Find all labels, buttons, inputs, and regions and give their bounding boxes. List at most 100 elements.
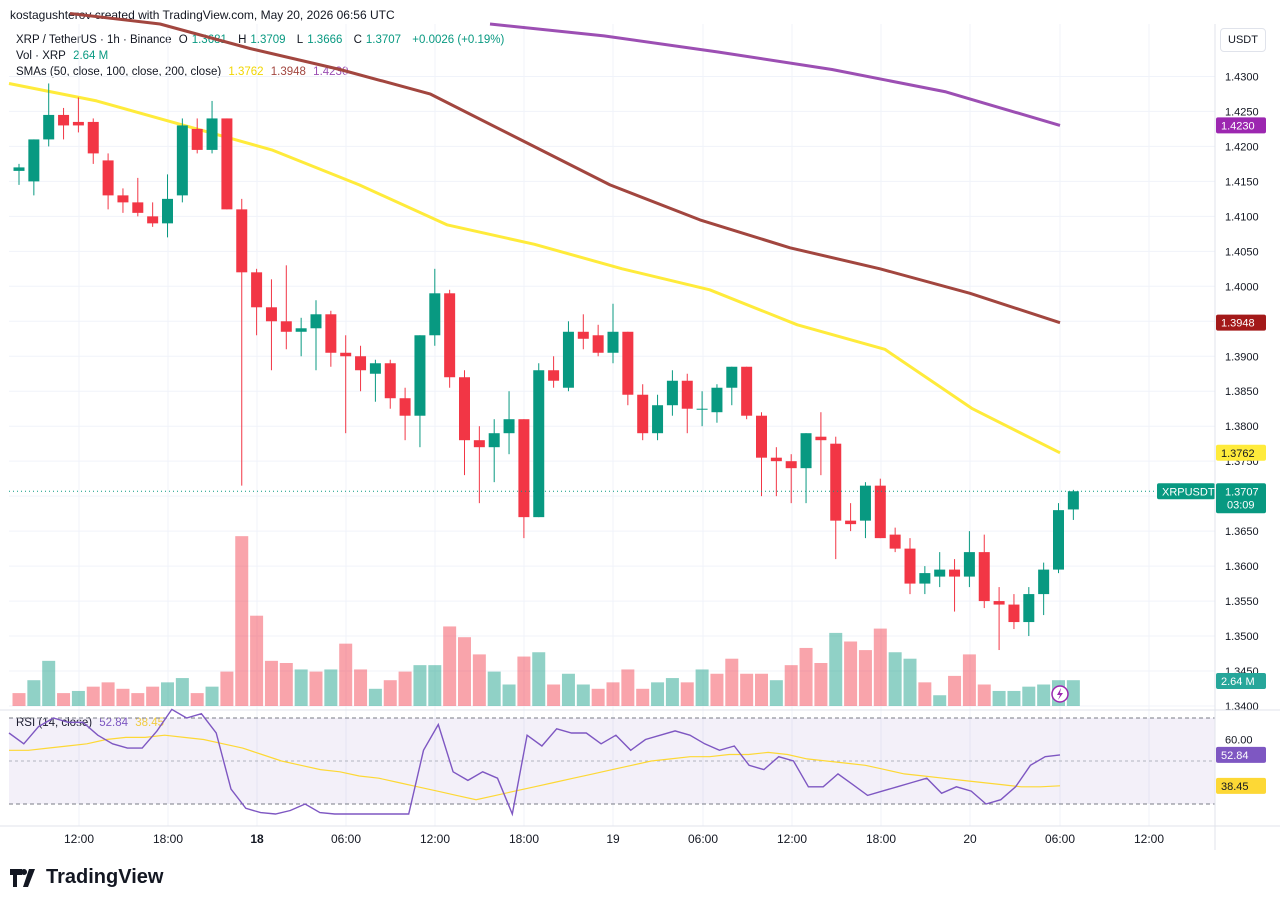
y-tick-label: 1.3650 bbox=[1225, 526, 1259, 538]
volume-bar bbox=[324, 669, 338, 706]
candle-body bbox=[874, 485, 886, 539]
rsi-ma-value: 38.45 bbox=[135, 717, 164, 729]
sma-legend: SMAs (50, close, 100, close, 200, close)… bbox=[16, 66, 352, 78]
volume-bar bbox=[279, 663, 293, 706]
candle-body bbox=[102, 160, 114, 196]
low-value: 1.3666 bbox=[307, 34, 343, 46]
sma-label: SMAs (50, close, 100, close, 200, close) bbox=[16, 66, 222, 78]
candle-body bbox=[548, 370, 560, 381]
candle-body bbox=[265, 307, 277, 322]
symbol-tag: XRPUSDT bbox=[1162, 486, 1215, 498]
volume-bar bbox=[710, 673, 724, 706]
volume-badge-bg bbox=[1216, 673, 1266, 689]
candle-body bbox=[236, 209, 248, 273]
candle-body bbox=[28, 139, 40, 182]
volume-bar bbox=[918, 682, 932, 706]
y-tick-label: 1.3900 bbox=[1225, 351, 1259, 363]
sma200-line bbox=[489, 22, 1061, 127]
candle-body bbox=[325, 314, 337, 353]
volume-bar bbox=[680, 682, 694, 706]
x-tick-label: 18:00 bbox=[509, 832, 539, 846]
volume-bar bbox=[443, 626, 457, 706]
volume-bar bbox=[888, 652, 902, 706]
volume-bar bbox=[948, 675, 962, 706]
y-tick-label: 1.4050 bbox=[1225, 246, 1259, 258]
x-tick-label: 12:00 bbox=[777, 832, 807, 846]
volume-bar bbox=[368, 688, 382, 706]
volume-bar bbox=[977, 684, 991, 706]
rsi-legend: RSI (14, close) 52.84 38.45 bbox=[16, 717, 168, 729]
volume-bar bbox=[398, 671, 412, 706]
y-tick-label: 1.4250 bbox=[1225, 106, 1259, 118]
candle-body bbox=[58, 114, 70, 126]
candle-body bbox=[859, 485, 871, 521]
volume-bar bbox=[472, 654, 486, 706]
volume-bar bbox=[532, 652, 546, 706]
volume-bar bbox=[1022, 686, 1036, 706]
candle-body bbox=[369, 363, 381, 374]
volume-bar bbox=[621, 669, 635, 706]
currency-button[interactable]: USDT bbox=[1220, 28, 1266, 52]
symbol-title: XRP / TetherUS · 1h · Binance bbox=[16, 34, 172, 46]
candle-body bbox=[176, 125, 188, 196]
candle-body bbox=[533, 370, 545, 518]
volume-bar bbox=[383, 680, 397, 706]
high-label: H bbox=[238, 34, 247, 46]
candle-body bbox=[756, 415, 767, 458]
volume-bar bbox=[962, 654, 976, 706]
volume-bar bbox=[636, 688, 650, 706]
rsi-badge: 52.84 bbox=[1221, 750, 1249, 762]
candle-body bbox=[607, 331, 619, 353]
x-tick-label: 12:00 bbox=[64, 832, 94, 846]
x-tick-label: 19 bbox=[606, 832, 620, 846]
high-value: 1.3709 bbox=[250, 34, 286, 46]
volume-bar bbox=[933, 695, 947, 706]
candle-body bbox=[666, 380, 678, 406]
sma100-value: 1.3948 bbox=[270, 66, 306, 78]
candle-body bbox=[1008, 604, 1020, 623]
candle-body bbox=[741, 366, 753, 416]
sma100-badge: 1.3948 bbox=[1221, 318, 1255, 330]
volume-bar bbox=[250, 615, 264, 706]
candle-body bbox=[503, 419, 515, 434]
volume-bar bbox=[146, 686, 160, 706]
y-tick-label: 1.3850 bbox=[1225, 386, 1259, 398]
candle-body bbox=[117, 195, 129, 203]
candle-body bbox=[963, 552, 975, 577]
rsi-line bbox=[8, 708, 1061, 817]
candle-body bbox=[43, 114, 55, 140]
volume-bar bbox=[814, 663, 828, 706]
candle-body bbox=[295, 328, 307, 332]
low-label: L bbox=[296, 34, 304, 46]
volume-bar bbox=[309, 671, 323, 706]
sma50-badge-bg bbox=[1216, 444, 1266, 461]
candle-body bbox=[993, 601, 1005, 605]
candle-body bbox=[1053, 510, 1064, 570]
volume-bar bbox=[190, 693, 204, 706]
volume-badge: 2.64 M bbox=[1221, 676, 1255, 688]
volume-bar bbox=[725, 658, 739, 706]
candle-body bbox=[919, 573, 931, 584]
open-label: O bbox=[178, 34, 188, 46]
sma100-badge-bg bbox=[1216, 314, 1266, 331]
candle-body bbox=[87, 121, 99, 154]
candle-body bbox=[637, 394, 649, 434]
candle-body bbox=[488, 433, 500, 448]
close-label: C bbox=[353, 34, 362, 46]
candle-body bbox=[978, 552, 990, 602]
volume-bar bbox=[220, 671, 234, 706]
x-tick-label: 18 bbox=[250, 832, 264, 846]
candle-body bbox=[444, 293, 456, 378]
volume-bar bbox=[116, 688, 130, 706]
candle-body bbox=[473, 440, 485, 448]
volume-bar bbox=[264, 660, 278, 706]
volume-bar bbox=[517, 656, 531, 706]
volume-bar bbox=[873, 628, 887, 706]
volume-bar bbox=[413, 665, 427, 706]
candle-body bbox=[652, 405, 664, 434]
x-tick-label: 20 bbox=[963, 832, 977, 846]
candle-body bbox=[800, 433, 812, 469]
rsi-label: RSI (14, close) bbox=[16, 717, 92, 729]
sma100-line bbox=[69, 12, 1061, 325]
